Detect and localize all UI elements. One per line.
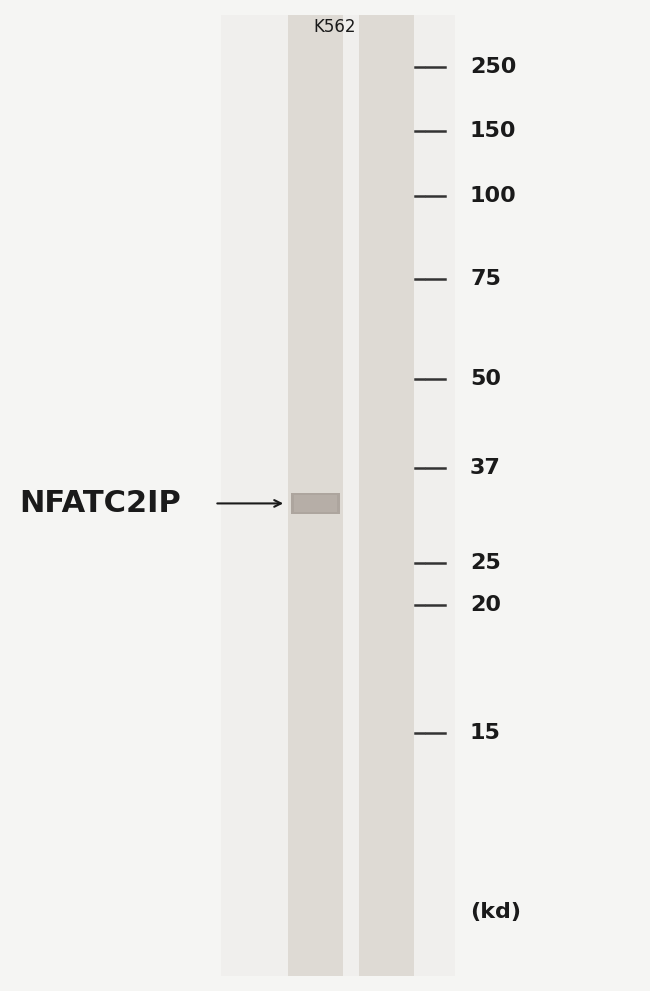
Text: 15: 15 <box>470 723 501 743</box>
Text: 25: 25 <box>470 553 500 573</box>
Text: 150: 150 <box>470 121 517 141</box>
Text: 37: 37 <box>470 458 501 478</box>
Text: 250: 250 <box>470 57 516 77</box>
Bar <box>359 15 415 976</box>
Bar <box>294 495 337 512</box>
Text: (kd): (kd) <box>470 902 521 922</box>
Bar <box>221 15 455 976</box>
Text: K562: K562 <box>313 18 356 36</box>
Text: 100: 100 <box>470 186 517 206</box>
Bar <box>291 493 339 514</box>
Text: 75: 75 <box>470 270 501 289</box>
Text: 50: 50 <box>470 369 501 388</box>
Text: NFATC2IP: NFATC2IP <box>20 489 181 518</box>
Bar <box>287 15 343 976</box>
Text: 20: 20 <box>470 595 501 614</box>
